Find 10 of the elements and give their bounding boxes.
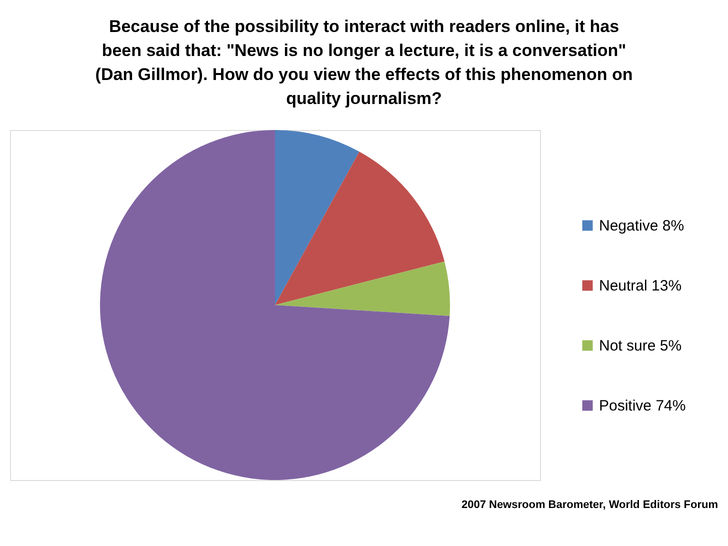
pie-slice (275, 152, 444, 305)
pie-slice (275, 261, 450, 316)
pie-slice (275, 130, 360, 305)
text: 2007 Newsroom Barometer, World Editors Forum (461, 499, 718, 511)
legend-label: Neutral 13% (599, 278, 682, 294)
chart-title: Because of the possibility to interact with readers online, it has been said that: "News is no longer a lecture, it is a conversation" (Dan Gillmor). How do you view the effects of this phenomenon on quality journalism? (95, 17, 633, 108)
legend-label: Not sure 5% (599, 338, 682, 354)
legend-label: Negative 8% (599, 218, 684, 234)
pie-slice (100, 130, 450, 480)
legend-label: Positive 74% (599, 398, 686, 414)
